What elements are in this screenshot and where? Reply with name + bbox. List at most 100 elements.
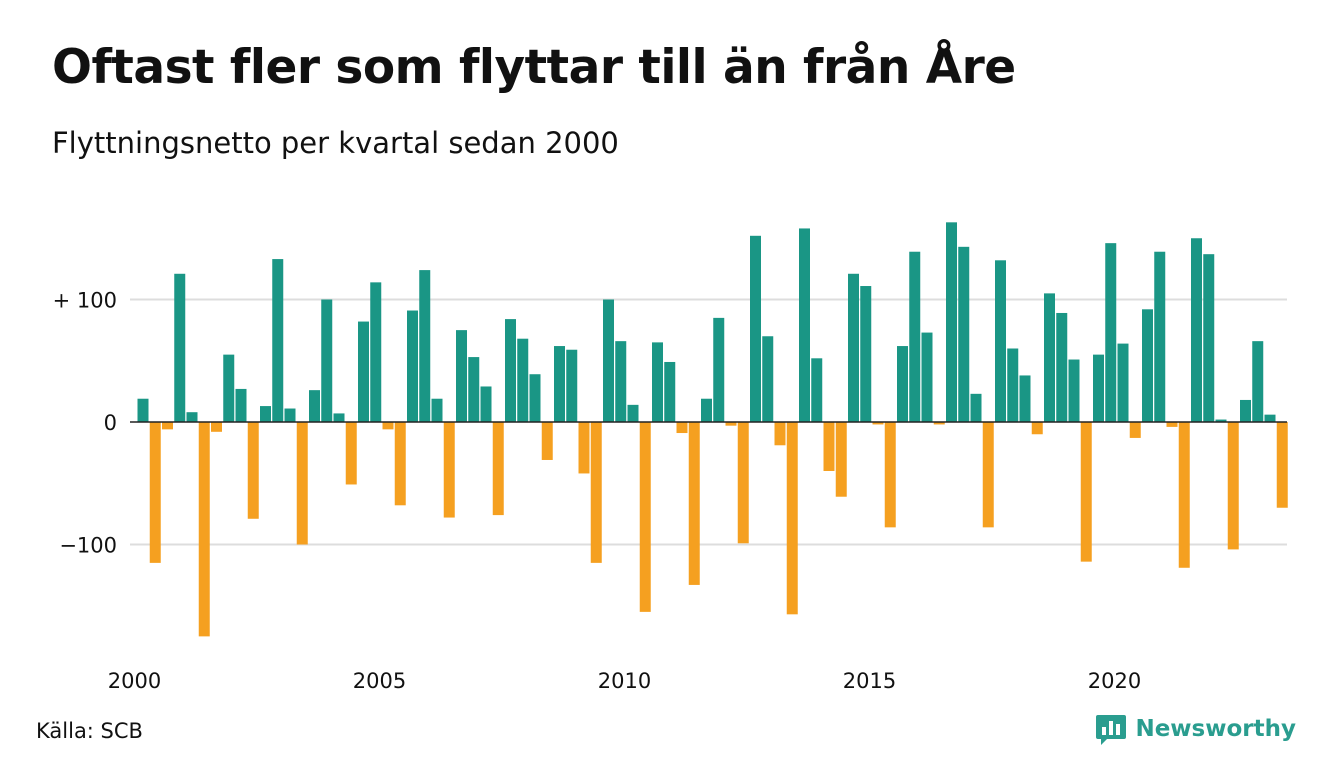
bar	[1019, 375, 1031, 422]
bar	[627, 404, 639, 422]
bar	[664, 361, 676, 422]
bar	[247, 422, 259, 519]
bar	[578, 422, 590, 474]
bar	[1105, 243, 1117, 422]
bar	[296, 422, 308, 545]
bar	[480, 386, 492, 422]
bar	[946, 222, 957, 422]
bar	[198, 422, 210, 637]
bar	[309, 390, 320, 422]
bar	[811, 358, 823, 422]
bar	[162, 422, 173, 430]
bar	[443, 422, 455, 518]
bar	[958, 246, 970, 422]
bar	[737, 422, 749, 544]
bar	[358, 321, 369, 422]
bar	[419, 270, 431, 422]
bar	[909, 251, 921, 422]
bar	[394, 422, 406, 506]
bar	[1191, 238, 1202, 422]
bar	[1227, 422, 1239, 550]
bar	[603, 299, 614, 422]
bar	[615, 341, 627, 422]
bar	[750, 235, 761, 422]
bar	[688, 422, 700, 585]
chart-title: Oftast fler som flyttar till än från Åre	[52, 40, 1016, 95]
bar	[1166, 422, 1178, 427]
bar	[725, 422, 737, 426]
bar	[1129, 422, 1141, 438]
bar	[333, 413, 345, 422]
y-tick-label: + 100	[53, 289, 117, 313]
bar	[1093, 354, 1104, 422]
y-axis-ticks: + 100 0 −100	[53, 289, 117, 558]
bar	[345, 422, 357, 485]
bar-chart-speech-bubble-icon	[1096, 715, 1127, 745]
bar	[566, 349, 578, 422]
x-tick-label: 2005	[353, 669, 406, 693]
source-note: Källa: SCB	[36, 719, 143, 743]
bar	[272, 259, 284, 422]
y-tick-label: 0	[104, 411, 117, 435]
brand-logo: Newsworthy	[1095, 712, 1296, 746]
bar	[982, 422, 994, 528]
bar	[1276, 422, 1288, 508]
bar	[762, 336, 774, 422]
bar	[1142, 309, 1153, 422]
bar	[554, 346, 565, 422]
bar	[1215, 419, 1227, 422]
y-tick-label: −100	[59, 534, 117, 558]
bar	[860, 286, 872, 422]
bar	[713, 317, 725, 422]
bar	[149, 422, 161, 563]
bar	[456, 330, 467, 422]
bar	[921, 332, 933, 422]
bar	[884, 422, 896, 528]
bar	[235, 388, 247, 422]
bars	[137, 222, 1288, 637]
bar	[1031, 422, 1043, 435]
bar	[174, 273, 186, 422]
bar	[786, 422, 798, 615]
brand-name: Newsworthy	[1135, 716, 1296, 742]
bar	[590, 422, 602, 563]
x-tick-label: 2015	[843, 669, 896, 693]
bar	[137, 398, 149, 422]
bar	[370, 282, 382, 422]
bar	[1264, 414, 1276, 422]
x-tick-label: 2010	[598, 669, 651, 693]
bar	[431, 398, 443, 422]
bar	[774, 422, 786, 446]
bar	[382, 422, 394, 430]
bar	[970, 393, 982, 422]
bar	[223, 354, 235, 422]
bar	[799, 228, 810, 422]
bar	[897, 346, 908, 422]
x-tick-label: 2000	[108, 669, 161, 693]
bar	[823, 422, 835, 471]
x-tick-label: 2020	[1088, 669, 1141, 693]
bar	[1056, 312, 1068, 422]
bar	[505, 319, 516, 422]
bar	[321, 299, 333, 422]
bar	[492, 422, 504, 516]
bar	[1203, 254, 1215, 422]
bar	[995, 260, 1006, 422]
bar	[1154, 251, 1166, 422]
bar	[407, 310, 418, 422]
bar	[517, 338, 529, 422]
bar	[933, 422, 945, 425]
bar	[676, 422, 688, 434]
bar	[1240, 399, 1251, 422]
bar	[1007, 348, 1019, 422]
bar	[1117, 343, 1129, 422]
bar	[260, 406, 271, 422]
bar	[652, 342, 663, 422]
bar	[468, 357, 480, 422]
bar	[211, 422, 222, 432]
bar	[284, 408, 296, 422]
bar	[835, 422, 847, 497]
bar	[1080, 422, 1092, 562]
bar	[1068, 359, 1080, 422]
